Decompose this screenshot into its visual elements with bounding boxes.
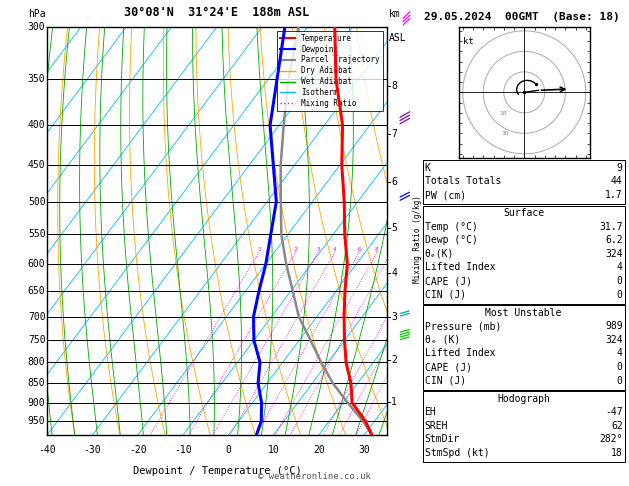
Text: -30: -30: [84, 445, 101, 455]
Text: Mixing Ratio (g/kg): Mixing Ratio (g/kg): [413, 195, 422, 283]
Text: Hodograph: Hodograph: [497, 394, 550, 404]
Text: 0: 0: [225, 445, 231, 455]
Text: 650: 650: [28, 286, 45, 296]
Text: 62: 62: [611, 421, 623, 431]
Text: Dewpoint / Temperature (°C): Dewpoint / Temperature (°C): [133, 466, 301, 476]
Text: 30°08'N  31°24'E  188m ASL: 30°08'N 31°24'E 188m ASL: [125, 5, 309, 18]
Text: Dewp (°C): Dewp (°C): [425, 235, 477, 245]
Text: 20: 20: [313, 445, 325, 455]
Legend: Temperature, Dewpoint, Parcel Trajectory, Dry Adiabat, Wet Adiabat, Isotherm, Mi: Temperature, Dewpoint, Parcel Trajectory…: [277, 31, 383, 111]
Text: PW (cm): PW (cm): [425, 190, 465, 200]
Text: ASL: ASL: [389, 33, 406, 43]
Text: -20: -20: [129, 445, 147, 455]
Text: 600: 600: [28, 259, 45, 269]
Text: Surface: Surface: [503, 208, 544, 218]
Text: Pressure (mb): Pressure (mb): [425, 321, 501, 331]
Text: 6.2: 6.2: [605, 235, 623, 245]
Text: 30: 30: [502, 131, 509, 137]
Text: 3: 3: [391, 312, 397, 322]
Text: 4: 4: [617, 348, 623, 359]
Text: 800: 800: [28, 357, 45, 367]
Text: km: km: [389, 9, 401, 18]
Text: -40: -40: [38, 445, 56, 455]
Text: hPa: hPa: [28, 9, 45, 19]
Text: 10: 10: [499, 111, 507, 116]
Text: 0: 0: [617, 376, 623, 386]
Text: θₑ (K): θₑ (K): [425, 335, 460, 345]
Text: -47: -47: [605, 407, 623, 417]
Text: K: K: [425, 163, 430, 173]
Text: CIN (J): CIN (J): [425, 376, 465, 386]
Text: 30: 30: [359, 445, 370, 455]
Text: StmSpd (kt): StmSpd (kt): [425, 448, 489, 458]
Text: 1: 1: [257, 247, 261, 252]
Text: 0: 0: [617, 362, 623, 372]
Text: 18: 18: [611, 448, 623, 458]
Text: 7: 7: [391, 129, 397, 139]
Text: 350: 350: [28, 74, 45, 85]
Text: SREH: SREH: [425, 421, 448, 431]
Text: 0: 0: [617, 276, 623, 286]
Text: 6: 6: [357, 247, 361, 252]
Text: 850: 850: [28, 378, 45, 388]
Text: 4: 4: [391, 268, 397, 278]
Text: 324: 324: [605, 249, 623, 259]
Text: 8: 8: [375, 247, 379, 252]
Text: CAPE (J): CAPE (J): [425, 276, 472, 286]
Text: kt: kt: [463, 37, 474, 46]
Text: 31.7: 31.7: [599, 222, 623, 232]
Text: Lifted Index: Lifted Index: [425, 348, 495, 359]
Text: 10: 10: [268, 445, 279, 455]
Text: 300: 300: [28, 22, 45, 32]
Text: 950: 950: [28, 416, 45, 426]
Text: 9: 9: [617, 163, 623, 173]
Text: 282°: 282°: [599, 434, 623, 445]
Text: CIN (J): CIN (J): [425, 290, 465, 300]
Text: 5: 5: [391, 223, 397, 233]
Text: 8: 8: [391, 81, 397, 91]
Text: 44: 44: [611, 176, 623, 187]
Text: 2: 2: [391, 355, 397, 365]
Text: 750: 750: [28, 335, 45, 346]
Text: 4: 4: [617, 262, 623, 273]
Text: Lifted Index: Lifted Index: [425, 262, 495, 273]
Text: 900: 900: [28, 398, 45, 408]
Text: 6: 6: [391, 177, 397, 187]
Text: Totals Totals: Totals Totals: [425, 176, 501, 187]
Text: 400: 400: [28, 120, 45, 130]
Text: 2: 2: [294, 247, 298, 252]
Text: 1: 1: [391, 398, 397, 407]
Text: CAPE (J): CAPE (J): [425, 362, 472, 372]
Text: θₑ(K): θₑ(K): [425, 249, 454, 259]
Text: 3: 3: [316, 247, 320, 252]
Text: © weatheronline.co.uk: © weatheronline.co.uk: [258, 472, 371, 481]
Text: EH: EH: [425, 407, 437, 417]
Text: 1.7: 1.7: [605, 190, 623, 200]
Text: 4: 4: [333, 247, 337, 252]
Text: 29.05.2024  00GMT  (Base: 18): 29.05.2024 00GMT (Base: 18): [424, 12, 620, 22]
Text: 324: 324: [605, 335, 623, 345]
Text: StmDir: StmDir: [425, 434, 460, 445]
Text: 550: 550: [28, 229, 45, 239]
Text: 989: 989: [605, 321, 623, 331]
Text: Most Unstable: Most Unstable: [486, 308, 562, 318]
Text: -10: -10: [174, 445, 192, 455]
Text: 0: 0: [617, 290, 623, 300]
Text: Temp (°C): Temp (°C): [425, 222, 477, 232]
Text: 700: 700: [28, 312, 45, 322]
Text: 500: 500: [28, 196, 45, 207]
Text: 450: 450: [28, 160, 45, 171]
